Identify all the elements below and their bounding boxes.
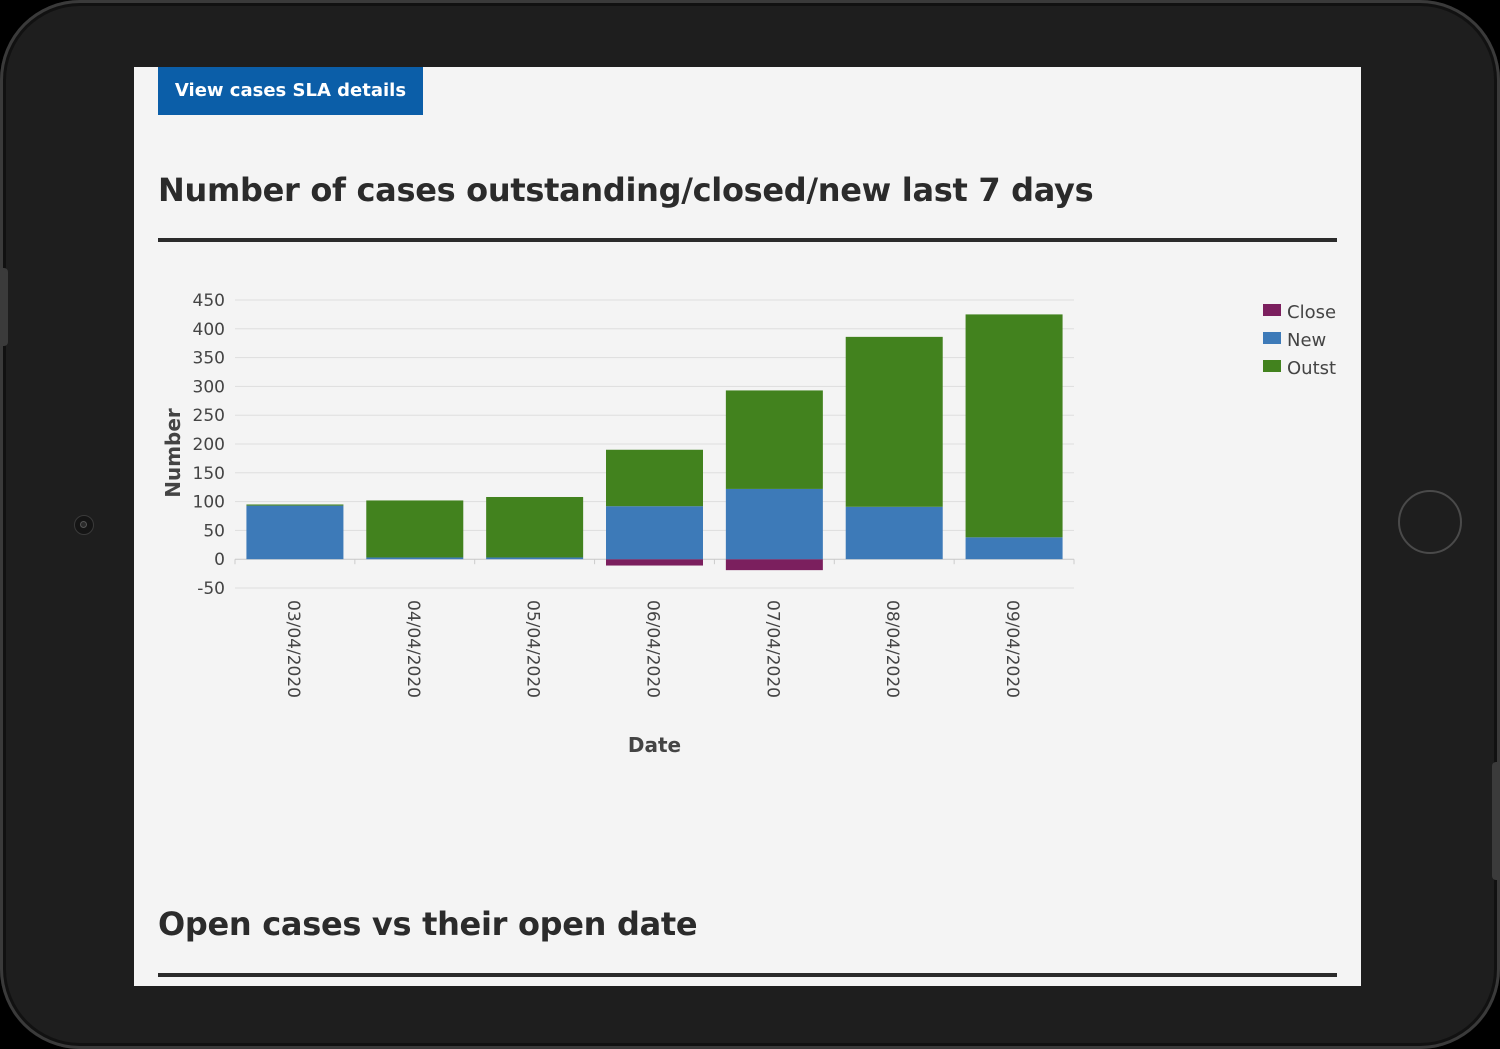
legend-label-closed[interactable]: Close	[1287, 302, 1336, 323]
bar-outstanding-6[interactable]	[845, 336, 943, 507]
home-button[interactable]	[1398, 490, 1462, 554]
bar-new-4[interactable]	[606, 506, 703, 560]
bar-new-5[interactable]	[725, 488, 823, 560]
section-divider-2	[158, 973, 1337, 977]
y-tick-label: 400	[193, 320, 225, 340]
cases-chart: -50 0 50 100 150 200 250 300 350 400 450 03/04/2020…	[161, 291, 1336, 757]
y-tick-label: 200	[193, 435, 225, 455]
x-tick-label: 09/04/2020	[1002, 600, 1022, 698]
x-tick-label: 08/04/2020	[882, 600, 902, 698]
legend-swatch-new	[1263, 332, 1281, 344]
chart-bars	[246, 314, 1063, 571]
view-sla-details-button[interactable]: View cases SLA details	[158, 67, 423, 115]
y-tick-label: 250	[193, 406, 225, 426]
y-tick-label: 0	[214, 550, 225, 570]
section-title-open-cases: Open cases vs their open date	[158, 905, 698, 943]
y-tick-label: 150	[193, 464, 225, 484]
side-button-left	[0, 268, 8, 346]
chart-legend[interactable]: Close New Outst	[1263, 302, 1336, 379]
legend-swatch-closed	[1263, 304, 1281, 316]
bar-new-7[interactable]	[965, 537, 1063, 560]
side-button-right	[1492, 762, 1500, 880]
y-axis-label: Number	[161, 408, 185, 498]
x-tick-label: 06/04/2020	[643, 600, 663, 698]
section-divider	[158, 238, 1337, 242]
y-tick-label: 50	[203, 521, 225, 541]
x-axis-label: Date	[628, 733, 681, 757]
bar-closed-5[interactable]	[725, 559, 823, 571]
camera-icon	[74, 515, 94, 535]
legend-swatch-outstanding	[1263, 360, 1281, 372]
legend-label-new[interactable]: New	[1287, 330, 1326, 351]
bar-closed-4[interactable]	[606, 559, 703, 566]
screen: View cases SLA details Number of cases o…	[134, 67, 1361, 986]
bar-outstanding-7[interactable]	[965, 314, 1063, 538]
y-tick-label: 450	[193, 291, 225, 311]
bar-outstanding-1[interactable]	[246, 504, 344, 506]
x-tick-label: 07/04/2020	[762, 600, 782, 698]
bar-outstanding-2[interactable]	[366, 500, 464, 558]
bar-outstanding-4[interactable]	[606, 449, 703, 507]
section-title-cases-last-7-days: Number of cases outstanding/closed/new l…	[158, 171, 1094, 209]
legend-label-outstanding[interactable]: Outst	[1287, 358, 1336, 379]
x-tick-label: 03/04/2020	[283, 600, 303, 698]
bar-new-6[interactable]	[845, 506, 943, 560]
y-tick-label: 300	[193, 377, 225, 397]
y-tick-label: 100	[193, 493, 225, 513]
bar-new-1[interactable]	[246, 505, 344, 560]
y-tick-label: -50	[197, 579, 225, 599]
bar-outstanding-3[interactable]	[486, 496, 584, 558]
x-tick-label: 05/04/2020	[523, 600, 543, 698]
chart-axes: -50 0 50 100 150 200 250 300 350 400 450 03/04/2020…	[161, 291, 1075, 757]
bar-new-3[interactable]	[486, 557, 584, 560]
bar-new-2[interactable]	[366, 557, 464, 560]
x-tick-label: 04/04/2020	[403, 600, 423, 698]
bar-outstanding-5[interactable]	[725, 390, 823, 489]
y-tick-label: 350	[193, 349, 225, 369]
